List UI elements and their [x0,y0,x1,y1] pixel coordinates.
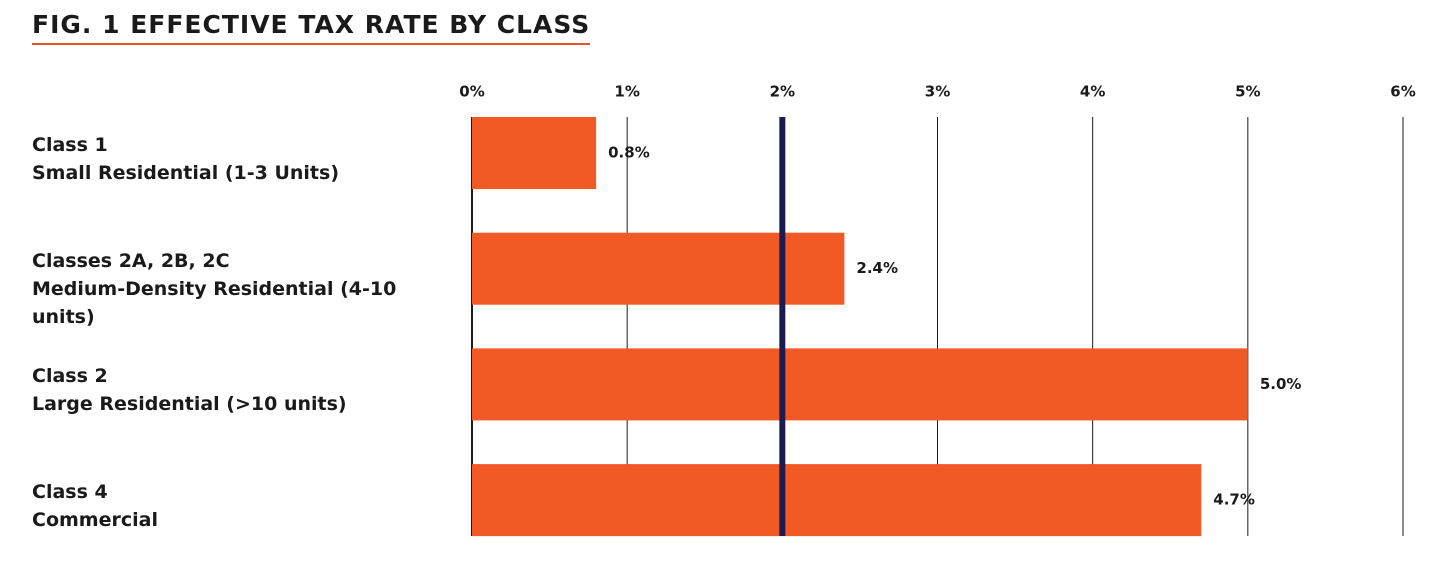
x-tick-label: 4% [1080,83,1105,101]
bar [472,348,1248,421]
value-label: 5.0% [1260,375,1302,393]
category-label-line: Small Residential (1-3 Units) [32,162,340,184]
category-label-line: Class 4 [32,481,108,504]
bar [472,117,597,189]
bar [472,464,1202,537]
x-tick-label: 0% [459,83,484,101]
value-label: 0.8% [608,144,650,162]
bar [472,232,845,305]
x-tick-label: 3% [925,83,950,101]
category-label-line: Class 1 [32,134,108,156]
category-label: Class 4 Commercial [32,478,427,534]
chart-title: FIG. 1 EFFECTIVE TAX RATE BY CLASS [32,10,591,45]
x-tick-label: 5% [1235,83,1260,101]
x-tick-label: 6% [1390,83,1415,101]
category-label-line: Commercial [32,509,158,532]
category-label: Classes 2A, 2B, 2C Medium-Density Residen… [32,247,427,331]
category-label: Class 2 Large Residential (>10 units) [32,362,427,418]
value-label: 2.4% [856,259,898,277]
category-label-line: Classes 2A, 2B, 2C [32,249,230,272]
category-label-line: Class 2 [32,365,108,388]
x-tick-label: 2% [770,83,795,101]
x-tick-label: 1% [614,83,639,101]
category-label: Class 1 Small Residential (1-3 Units) [32,131,427,187]
value-label: 4.7% [1213,491,1255,509]
category-label-line: Medium-Density Residential (4-10 units) [32,277,397,328]
category-label-line: Large Residential (>10 units) [32,393,347,416]
